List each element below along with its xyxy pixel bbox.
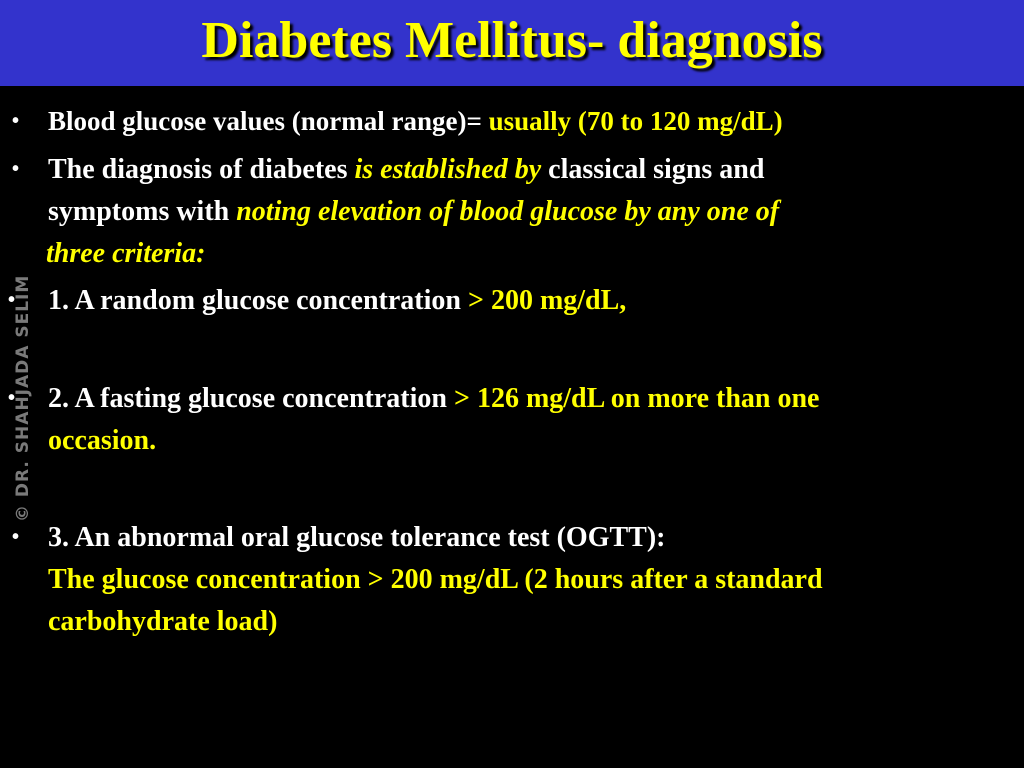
- diagnosis-text-3: classical signs and: [548, 154, 765, 185]
- criterion-3-detail-1: The glucose concentration: [48, 564, 361, 595]
- criterion-3-detail-3: carbohydrate load): [48, 606, 278, 637]
- diagnosis-text-1: The diagnosis of diabetes: [48, 154, 348, 185]
- slide-title: Diabetes Mellitus- diagnosis: [201, 12, 823, 69]
- bullet-dot: •: [12, 526, 20, 548]
- diagnosis-text-2: is established by: [354, 154, 542, 185]
- diagnosis-text-4: symptoms with: [48, 196, 230, 227]
- bullet-text: 3. An abnormal oral glucose tolerance te…: [48, 517, 1010, 643]
- criterion-1-value: > 200 mg/dL,: [468, 285, 627, 316]
- criterion-3-text: 3. An abnormal oral glucose tolerance te…: [48, 522, 666, 553]
- normal-range-value: usually (70 to 120 mg/dL): [488, 106, 783, 136]
- bullet-text: Blood glucose values (normal range)= usu…: [48, 101, 1010, 141]
- bullet-text: 2. A fasting glucose concentration > 126…: [48, 378, 1010, 462]
- criterion-2-value: > 126 mg/dL on more than one: [454, 383, 820, 414]
- watermark: © DR. SHAHJADA SELIM: [13, 274, 33, 522]
- bullet-text: The diagnosis of diabetes is established…: [46, 149, 1010, 275]
- diagnosis-text-6: three criteria:: [46, 238, 206, 269]
- diagnosis-text-5: noting elevation of blood glucose by any…: [236, 196, 780, 227]
- criterion-2-text: 2. A fasting glucose concentration: [48, 383, 447, 414]
- bullet-dot: •: [12, 158, 20, 180]
- bullet-dot: •: [8, 289, 16, 311]
- bullet-dot: •: [8, 387, 16, 409]
- normal-range-label: Blood glucose values (normal range)=: [48, 106, 482, 136]
- criterion-3-detail-2: > 200 mg/dL (2 hours after a standard: [367, 564, 823, 595]
- criterion-2-value-cont: occasion.: [48, 425, 157, 456]
- title-bar: [0, 0, 1024, 86]
- bullet-text: 1. A random glucose concentration > 200 …: [48, 280, 1010, 322]
- criterion-1-text: 1. A random glucose concentration: [48, 285, 461, 316]
- bullet-dot: •: [12, 110, 20, 132]
